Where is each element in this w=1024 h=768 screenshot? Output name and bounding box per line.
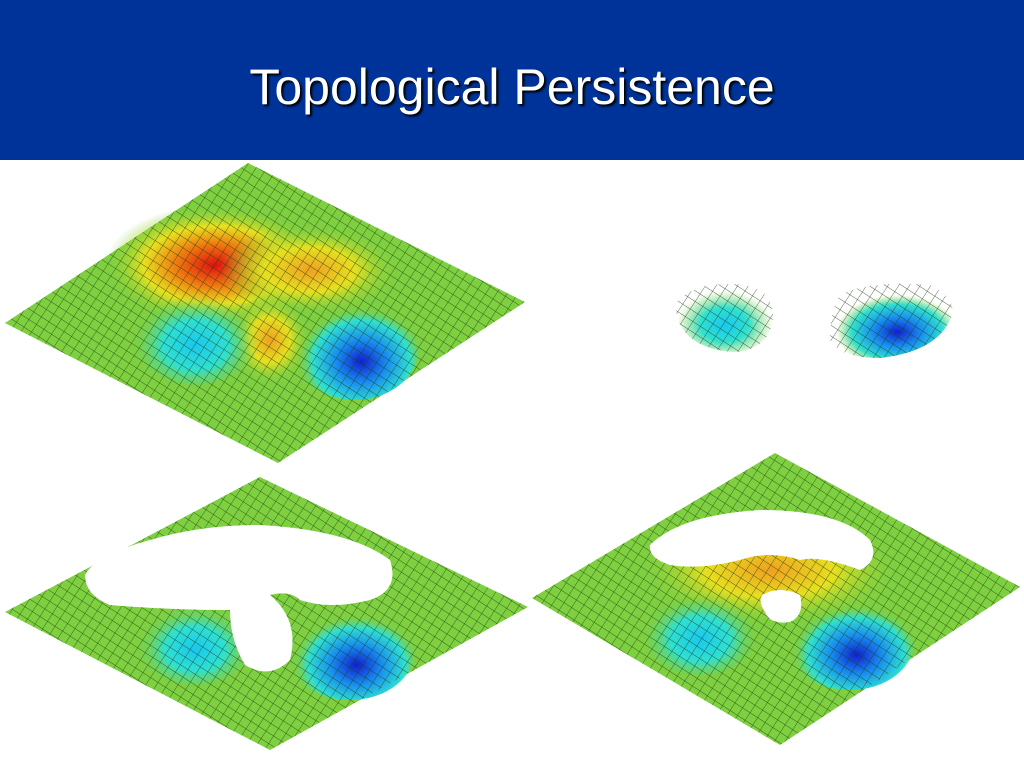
title-bar: Topological Persistence bbox=[0, 0, 1024, 160]
surface-threshold-low bbox=[5, 477, 528, 750]
surface-full bbox=[5, 163, 525, 463]
surface-minima bbox=[676, 283, 953, 358]
surface-figures bbox=[5, 163, 1020, 750]
surface-threshold-high bbox=[532, 453, 1020, 745]
slide-title: Topological Persistence bbox=[249, 59, 775, 115]
